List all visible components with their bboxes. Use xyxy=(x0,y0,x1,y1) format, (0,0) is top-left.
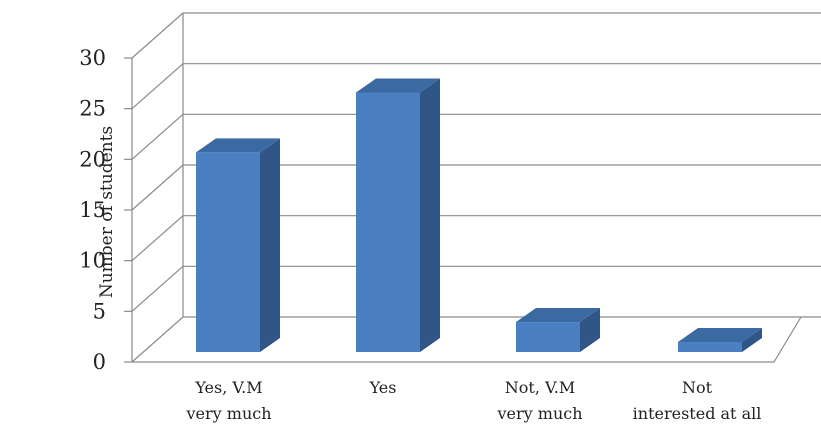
bar-side xyxy=(742,328,762,352)
category-label: Yes, V.M very much xyxy=(185,378,271,423)
bar-top xyxy=(516,308,600,323)
category-label: Not, V.M very much xyxy=(496,378,582,423)
bar xyxy=(356,78,440,352)
category-labels: Yes, V.M very much Yes Not, V.M very much Not… xyxy=(185,378,761,423)
y-tick-label: 0 xyxy=(93,350,106,374)
bar-top xyxy=(356,78,440,93)
bar-side xyxy=(260,138,280,352)
y-tick-label: 10 xyxy=(79,249,106,273)
bar-side xyxy=(580,308,600,352)
category-label: Yes xyxy=(369,378,397,397)
bar xyxy=(678,328,762,352)
y-axis-title: Number of students xyxy=(97,126,117,298)
bar-front xyxy=(356,92,420,352)
bar xyxy=(516,308,600,352)
gridline xyxy=(131,12,821,59)
bar-front xyxy=(516,322,580,352)
y-tick-label: 15 xyxy=(79,198,106,222)
y-tick-labels: 0 5 10 15 20 25 30 xyxy=(79,46,106,374)
bar-top xyxy=(196,138,280,153)
bar-top xyxy=(678,328,762,343)
bar-front xyxy=(196,152,260,352)
bar-front xyxy=(678,342,742,352)
axes xyxy=(124,13,184,363)
y-tick-label: 25 xyxy=(79,97,106,121)
y-tick-label: 30 xyxy=(79,46,106,70)
bar-side xyxy=(420,78,440,352)
bar xyxy=(196,138,280,352)
gridline xyxy=(131,63,821,110)
category-label: Not interested at all xyxy=(633,378,762,423)
y-tick-label: 20 xyxy=(79,147,106,171)
y-tick-label: 5 xyxy=(93,299,106,323)
bars xyxy=(196,78,762,352)
